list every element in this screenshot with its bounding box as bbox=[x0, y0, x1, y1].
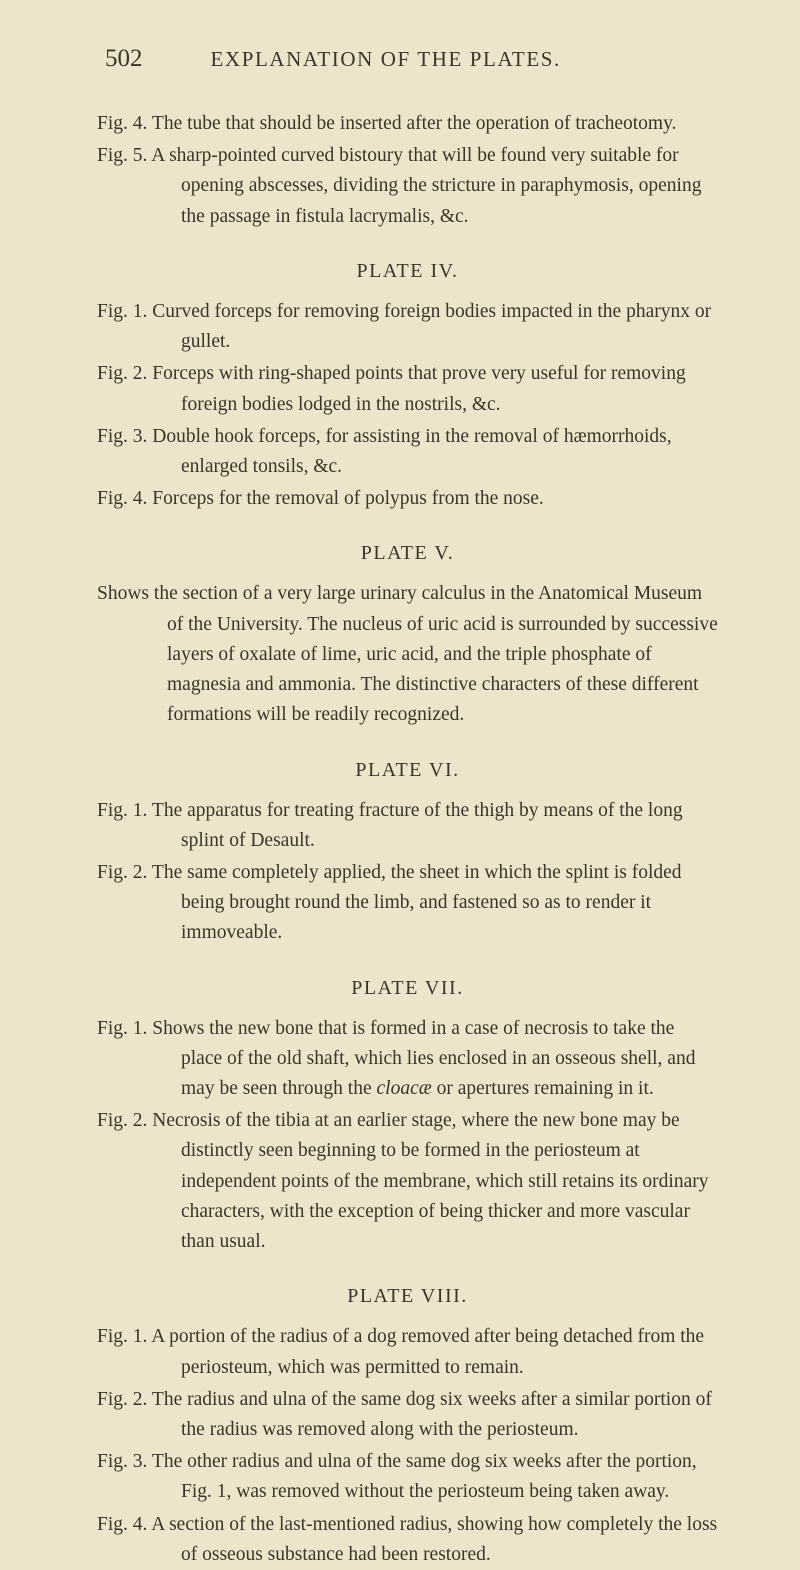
plate-heading: PLATE VIII. bbox=[97, 1285, 718, 1308]
fig-text: A sharp-pointed curved bistoury that wil… bbox=[151, 145, 701, 226]
fig-entry: Fig. 3. The other radius and ulna of the… bbox=[97, 1447, 718, 1507]
fig-entry: Fig. 2. Necrosis of the tibia at an earl… bbox=[97, 1106, 718, 1257]
fig-text: Curved forceps for removing foreign bodi… bbox=[152, 301, 711, 352]
fig-text: Necrosis of the tibia at an earlier stag… bbox=[152, 1110, 708, 1252]
page-number: 502 bbox=[105, 45, 143, 73]
plate5-section: Shows the section of a very large urinar… bbox=[97, 579, 718, 730]
plate4-section: Fig. 1. Curved forceps for removing fore… bbox=[97, 297, 718, 515]
fig-entry: Fig. 1. Curved forceps for removing fore… bbox=[97, 297, 718, 357]
fig-entry: Fig. 2. Forceps with ring-shaped points … bbox=[97, 359, 718, 419]
fig-label: Fig. 2. bbox=[97, 363, 147, 384]
shows-text: the section of a very large urinary calc… bbox=[154, 583, 718, 725]
fig-text: Forceps with ring-shaped points that pro… bbox=[152, 363, 685, 414]
fig-entry: Fig. 4. Forceps for the removal of polyp… bbox=[97, 484, 718, 514]
fig-label: Fig. 3. bbox=[97, 1451, 147, 1472]
fig-entry: Fig. 2. The radius and ulna of the same … bbox=[97, 1385, 718, 1445]
fig-entry: Fig. 5. A sharp-pointed curved bistoury … bbox=[97, 141, 718, 232]
intro-section: Fig. 4. The tube that should be inserted… bbox=[97, 109, 718, 232]
fig-text-part2: or apertures remaining in it. bbox=[432, 1078, 654, 1099]
fig-label: Fig. 1. bbox=[97, 1018, 147, 1039]
fig-entry: Fig. 1. Shows the new bone that is forme… bbox=[97, 1014, 718, 1105]
fig-text: The radius and ulna of the same dog six … bbox=[152, 1389, 712, 1440]
page-header: 502 EXPLANATION OF THE PLATES. bbox=[97, 45, 718, 73]
fig-text: Double hook forceps, for assisting in th… bbox=[152, 426, 671, 477]
shows-label: Shows bbox=[97, 583, 149, 604]
plate-heading: PLATE V. bbox=[97, 542, 718, 565]
fig-text: The other radius and ulna of the same do… bbox=[152, 1451, 697, 1502]
fig-entry: Fig. 4. A section of the last-mentioned … bbox=[97, 1510, 718, 1570]
fig-label: Fig. 1. bbox=[97, 800, 147, 821]
fig-label: Fig. 1. bbox=[97, 301, 147, 322]
fig-text: The same completely applied, the sheet i… bbox=[152, 862, 682, 943]
fig-text: Forceps for the removal of polypus from … bbox=[152, 488, 544, 509]
fig-text: The tube that should be inserted after t… bbox=[152, 113, 677, 134]
plate6-section: Fig. 1. The apparatus for treating fract… bbox=[97, 796, 718, 949]
header-title: EXPLANATION OF THE PLATES. bbox=[211, 47, 561, 72]
plate7-section: Fig. 1. Shows the new bone that is forme… bbox=[97, 1014, 718, 1258]
fig-entry: Fig. 1. A portion of the radius of a dog… bbox=[97, 1322, 718, 1382]
fig-label: Fig. 4. bbox=[97, 488, 147, 509]
fig-entry: Fig. 1. The apparatus for treating fract… bbox=[97, 796, 718, 856]
fig-text: A portion of the radius of a dog removed… bbox=[151, 1326, 704, 1377]
fig-label: Fig. 4. bbox=[97, 113, 147, 134]
fig-entry: Fig. 2. The same completely applied, the… bbox=[97, 858, 718, 949]
plate-heading: PLATE VII. bbox=[97, 977, 718, 1000]
shows-entry: Shows the section of a very large urinar… bbox=[97, 579, 718, 730]
fig-label: Fig. 5. bbox=[97, 145, 147, 166]
fig-label: Fig. 4. bbox=[97, 1514, 147, 1535]
fig-label: Fig. 2. bbox=[97, 1389, 147, 1410]
plate-heading: PLATE VI. bbox=[97, 759, 718, 782]
fig-label: Fig. 1. bbox=[97, 1326, 147, 1347]
italic-word: cloacæ bbox=[377, 1078, 432, 1099]
fig-entry: Fig. 3. Double hook forceps, for assisti… bbox=[97, 422, 718, 482]
fig-label: Fig. 3. bbox=[97, 426, 147, 447]
fig-text: The apparatus for treating fracture of t… bbox=[152, 800, 683, 851]
fig-label: Fig. 2. bbox=[97, 862, 147, 883]
fig-text: A section of the last-mentioned radius, … bbox=[151, 1514, 717, 1565]
fig-label: Fig. 2. bbox=[97, 1110, 147, 1131]
fig-entry: Fig. 4. The tube that should be inserted… bbox=[97, 109, 718, 139]
plate-heading: PLATE IV. bbox=[97, 260, 718, 283]
plate8-section: Fig. 1. A portion of the radius of a dog… bbox=[97, 1322, 718, 1570]
